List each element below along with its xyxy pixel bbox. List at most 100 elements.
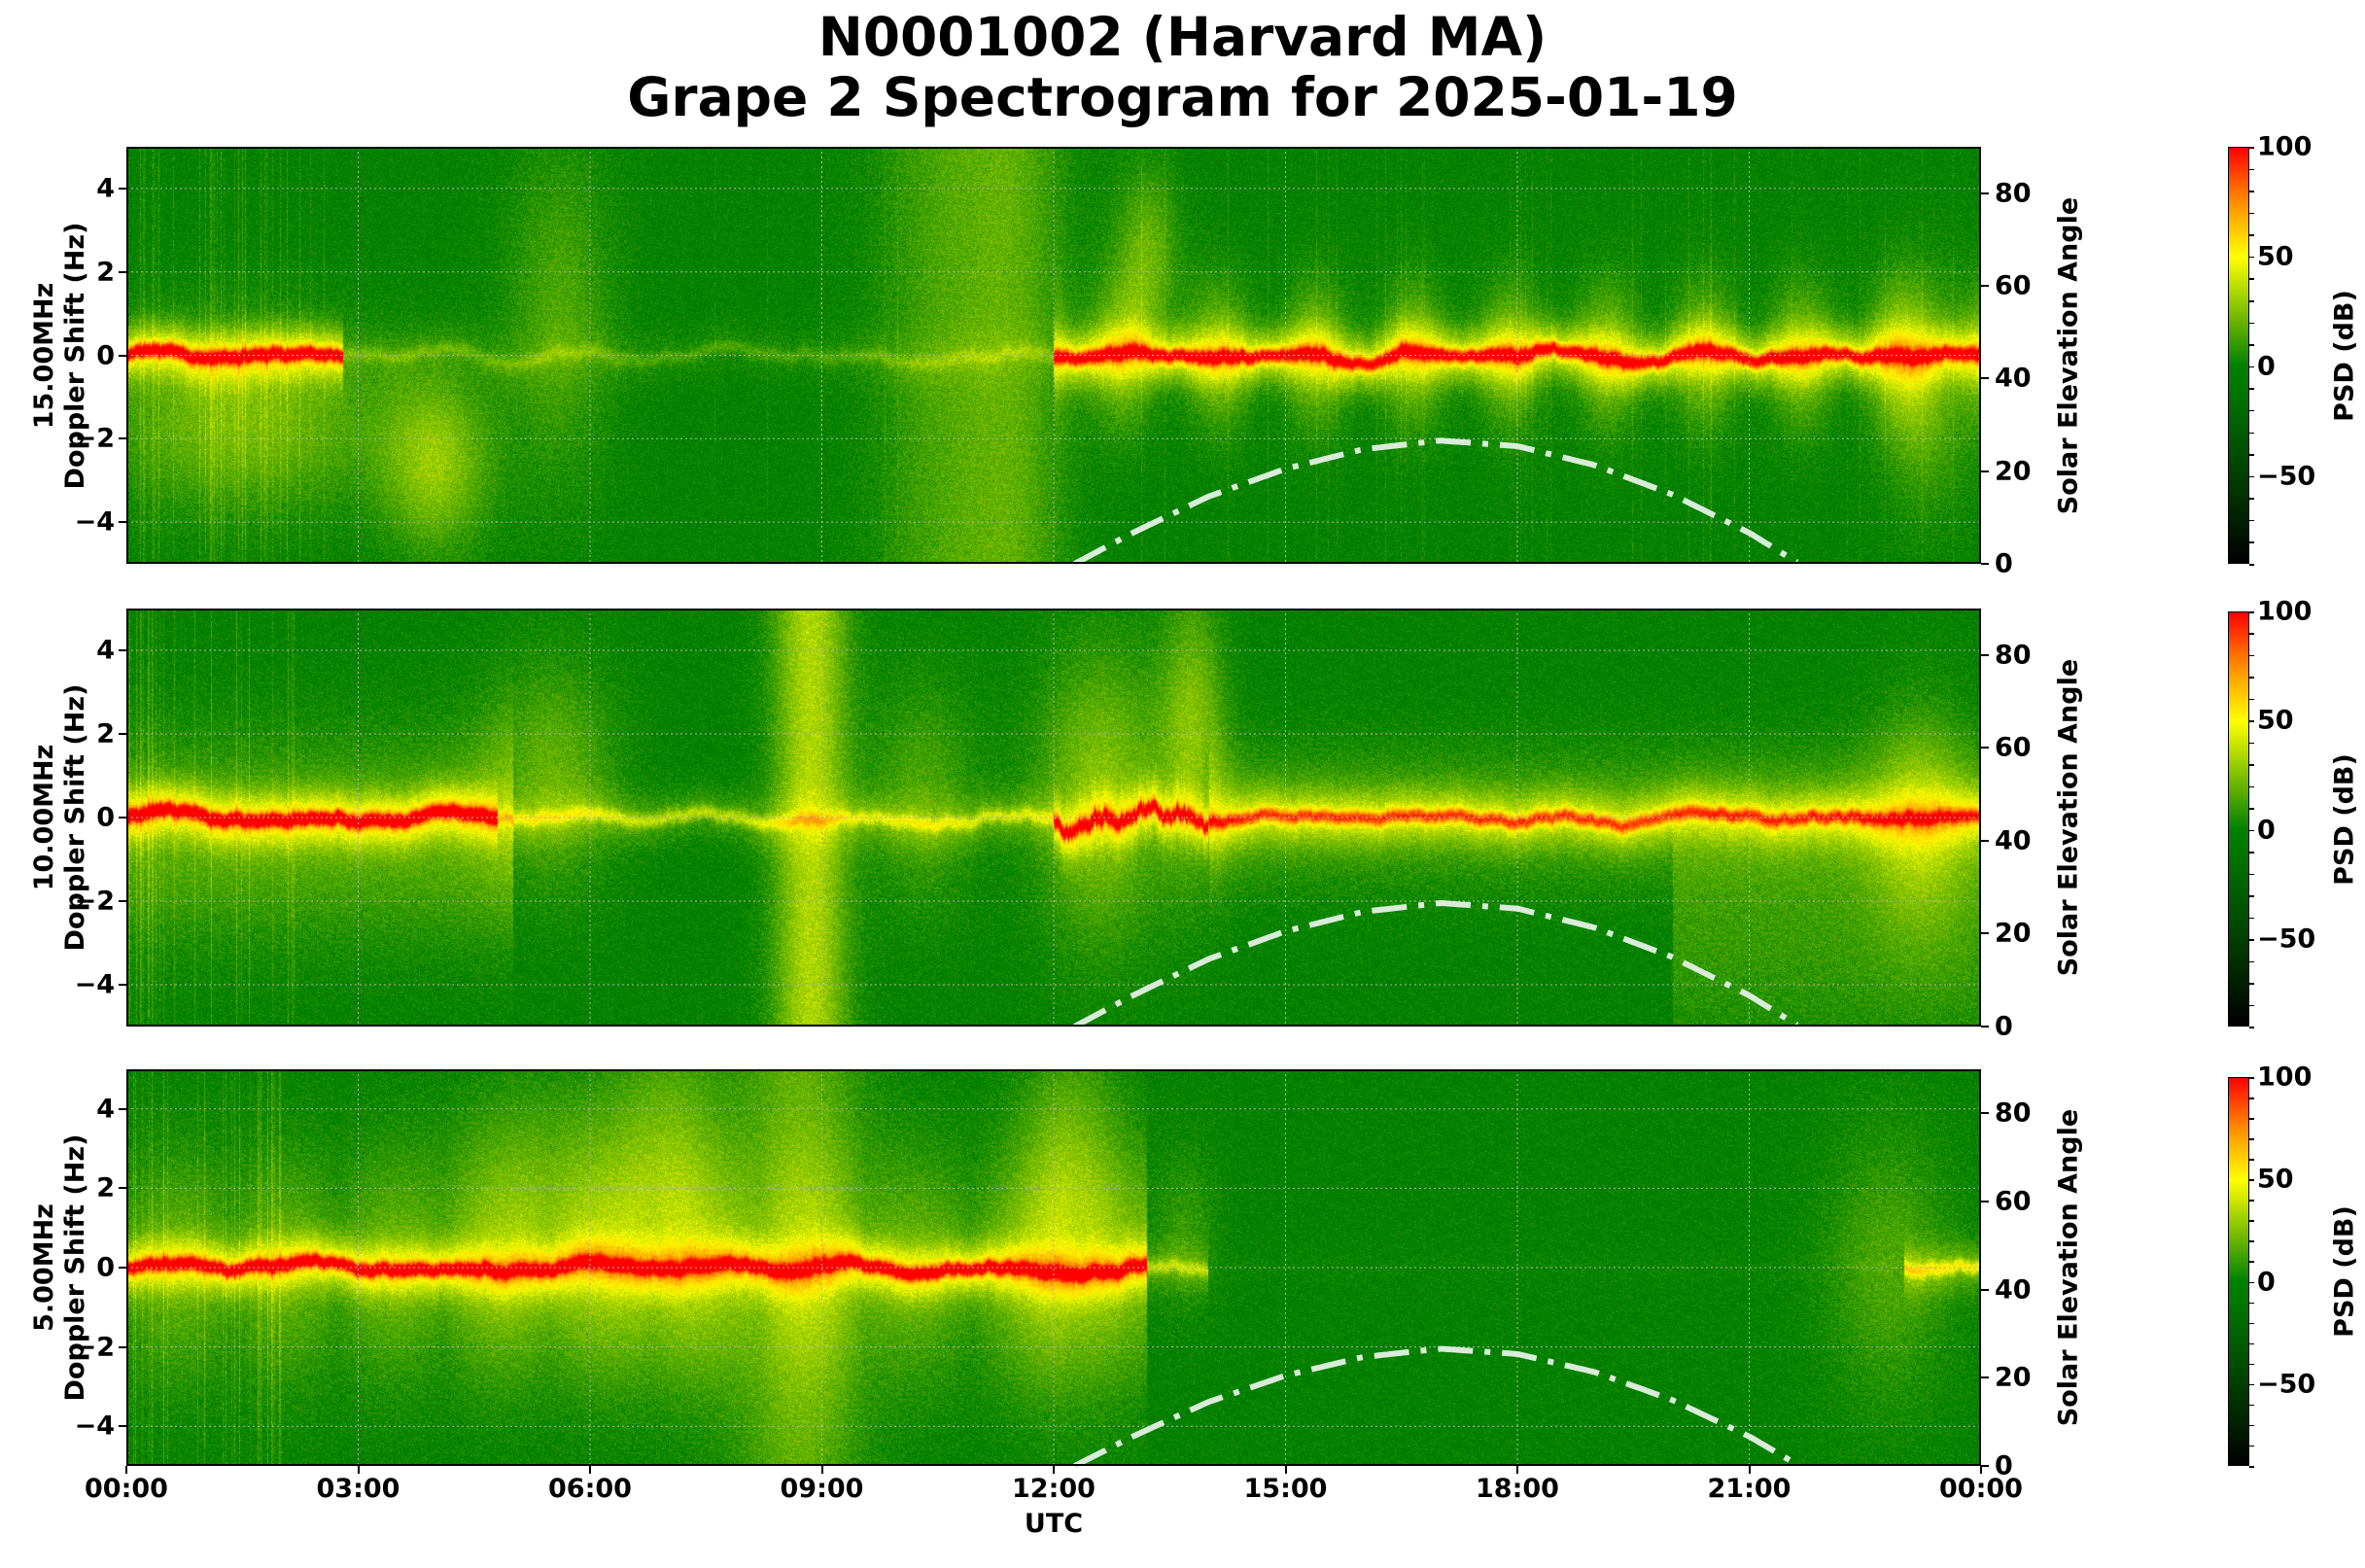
y-tick-mark bbox=[119, 270, 126, 273]
colorbar-tick-mark bbox=[2249, 256, 2254, 259]
colorbar-tick-mark bbox=[2249, 654, 2254, 657]
y-tick-mark bbox=[119, 1425, 126, 1428]
right-tick-mark bbox=[1981, 1201, 1989, 1202]
right-tick-label: 0 bbox=[1995, 1450, 2013, 1481]
colorbar-tick-mark bbox=[2249, 1004, 2254, 1007]
colorbar-tick-mark bbox=[2249, 939, 2254, 941]
colorbar-tick-mark bbox=[2249, 1322, 2254, 1325]
right-tick-mark bbox=[1981, 932, 1989, 935]
solar-elevation-curve bbox=[1073, 899, 1799, 1029]
colorbar-tick-mark bbox=[2249, 1098, 2254, 1099]
right-tick-label: 60 bbox=[1995, 1186, 2032, 1217]
x-tick-mark bbox=[125, 1466, 127, 1474]
grid-and-solar-curve bbox=[126, 1069, 1981, 1469]
y-tick-label: 4 bbox=[96, 1094, 115, 1125]
right-tick-label: 40 bbox=[1995, 825, 2032, 856]
chart-title-line2: Grape 2 Spectrogram for 2025-01-19 bbox=[627, 66, 1738, 128]
colorbar-tick-mark bbox=[2249, 677, 2254, 679]
right-tick-mark bbox=[1981, 1288, 1989, 1291]
doppler-label: Doppler Shift (Hz) bbox=[60, 1133, 90, 1402]
colorbar-tick-mark bbox=[2249, 1077, 2254, 1079]
right-tick-label: 20 bbox=[1995, 456, 2032, 487]
right-tick-mark bbox=[1981, 1112, 1989, 1115]
colorbar-tick-mark bbox=[2249, 432, 2254, 435]
colorbar-tick-mark bbox=[2249, 1424, 2254, 1427]
x-tick-label: 03:00 bbox=[316, 1474, 400, 1504]
right-tick-label: 20 bbox=[1995, 918, 2032, 949]
colorbar-tick-mark bbox=[2249, 785, 2254, 788]
y-tick-label: −2 bbox=[74, 423, 115, 454]
colorbar-tick-label: 0 bbox=[2257, 815, 2276, 846]
colorbar-tick-label: −50 bbox=[2257, 1369, 2316, 1400]
frequency-label: 5.00MHz bbox=[29, 1203, 59, 1332]
y-tick-mark bbox=[119, 1345, 126, 1348]
y-tick-label: 2 bbox=[96, 718, 115, 749]
y-tick-mark bbox=[119, 437, 126, 440]
grid-and-solar-curve bbox=[126, 609, 1981, 1029]
x-tick-label: 12:00 bbox=[1012, 1474, 1096, 1504]
y-tick-label: 4 bbox=[96, 173, 115, 204]
right-tick-mark bbox=[1981, 192, 1989, 194]
colorbar-tick-mark bbox=[2249, 1466, 2254, 1468]
y-tick-mark bbox=[119, 354, 126, 357]
colorbar-tick-label: 0 bbox=[2257, 1267, 2276, 1298]
y-tick-label: −2 bbox=[74, 886, 115, 917]
y-tick-label: 4 bbox=[96, 635, 115, 666]
y-tick-mark bbox=[119, 521, 126, 524]
colorbar-tick-label: 100 bbox=[2257, 131, 2313, 162]
x-tick-mark bbox=[1053, 1466, 1055, 1474]
right-tick-mark bbox=[1981, 1376, 1989, 1379]
right-tick-mark bbox=[1981, 839, 1989, 842]
solar-elevation-curve bbox=[1073, 1345, 1799, 1469]
colorbar-label: PSD (dB) bbox=[2329, 752, 2360, 886]
y-tick-mark bbox=[119, 984, 126, 986]
y-tick-mark bbox=[119, 900, 126, 902]
x-tick-mark bbox=[1980, 1466, 1982, 1474]
colorbar-tick-mark bbox=[2249, 1302, 2254, 1305]
right-tick-label: 40 bbox=[1995, 363, 2032, 394]
right-tick-label: 80 bbox=[1995, 1098, 2032, 1129]
colorbar-tick-mark bbox=[2249, 212, 2254, 215]
colorbar-tick-mark bbox=[2249, 475, 2254, 478]
right-tick-mark bbox=[1981, 1465, 1989, 1467]
colorbar-tick-mark bbox=[2249, 1200, 2254, 1202]
x-tick-mark bbox=[1748, 1466, 1751, 1474]
colorbar-tick-mark bbox=[2249, 300, 2254, 302]
colorbar-tick-mark bbox=[2249, 611, 2254, 613]
y-tick-label: −4 bbox=[74, 969, 115, 1000]
x-tick-label: 09:00 bbox=[780, 1474, 864, 1504]
colorbar-tick-mark bbox=[2249, 278, 2254, 280]
right-tick-mark bbox=[1981, 747, 1989, 749]
colorbar-tick-mark bbox=[2249, 1159, 2254, 1161]
colorbar-tick-mark bbox=[2249, 829, 2254, 832]
colorbar-tick-mark bbox=[2249, 168, 2254, 171]
right-tick-label: 0 bbox=[1995, 1011, 2013, 1042]
y-tick-mark bbox=[119, 187, 126, 190]
colorbar-tick-mark bbox=[2249, 366, 2254, 368]
colorbar-tick-mark bbox=[2249, 541, 2254, 543]
colorbar-tick-mark bbox=[2249, 1363, 2254, 1366]
colorbar-tick-mark bbox=[2249, 1342, 2254, 1345]
colorbar-tick-mark bbox=[2249, 1404, 2254, 1407]
solar-elevation-label: Solar Elevation Angle bbox=[2053, 1108, 2084, 1427]
x-axis-label: UTC bbox=[1024, 1509, 1084, 1539]
x-tick-label: 00:00 bbox=[1939, 1474, 2023, 1504]
colorbar bbox=[2228, 147, 2249, 564]
colorbar-tick-mark bbox=[2249, 917, 2254, 920]
colorbar-tick-label: 50 bbox=[2257, 705, 2294, 736]
y-tick-label: −4 bbox=[74, 506, 115, 538]
colorbar-tick-mark bbox=[2249, 852, 2254, 854]
colorbar-tick-mark bbox=[2249, 1261, 2254, 1263]
y-tick-mark bbox=[119, 817, 126, 819]
colorbar-tick-mark bbox=[2249, 1027, 2254, 1028]
colorbar-tick-mark bbox=[2249, 698, 2254, 701]
y-tick-mark bbox=[119, 1267, 126, 1269]
right-tick-label: 60 bbox=[1995, 270, 2032, 301]
x-tick-label: 00:00 bbox=[85, 1474, 168, 1504]
colorbar-tick-mark bbox=[2249, 1220, 2254, 1222]
y-axis-label: 15.00MHz Doppler Shift (Hz) bbox=[29, 222, 91, 489]
colorbar-tick-mark bbox=[2249, 1281, 2254, 1284]
right-tick-label: 0 bbox=[1995, 548, 2013, 579]
y-tick-mark bbox=[119, 1187, 126, 1190]
colorbar-tick-mark bbox=[2249, 519, 2254, 522]
